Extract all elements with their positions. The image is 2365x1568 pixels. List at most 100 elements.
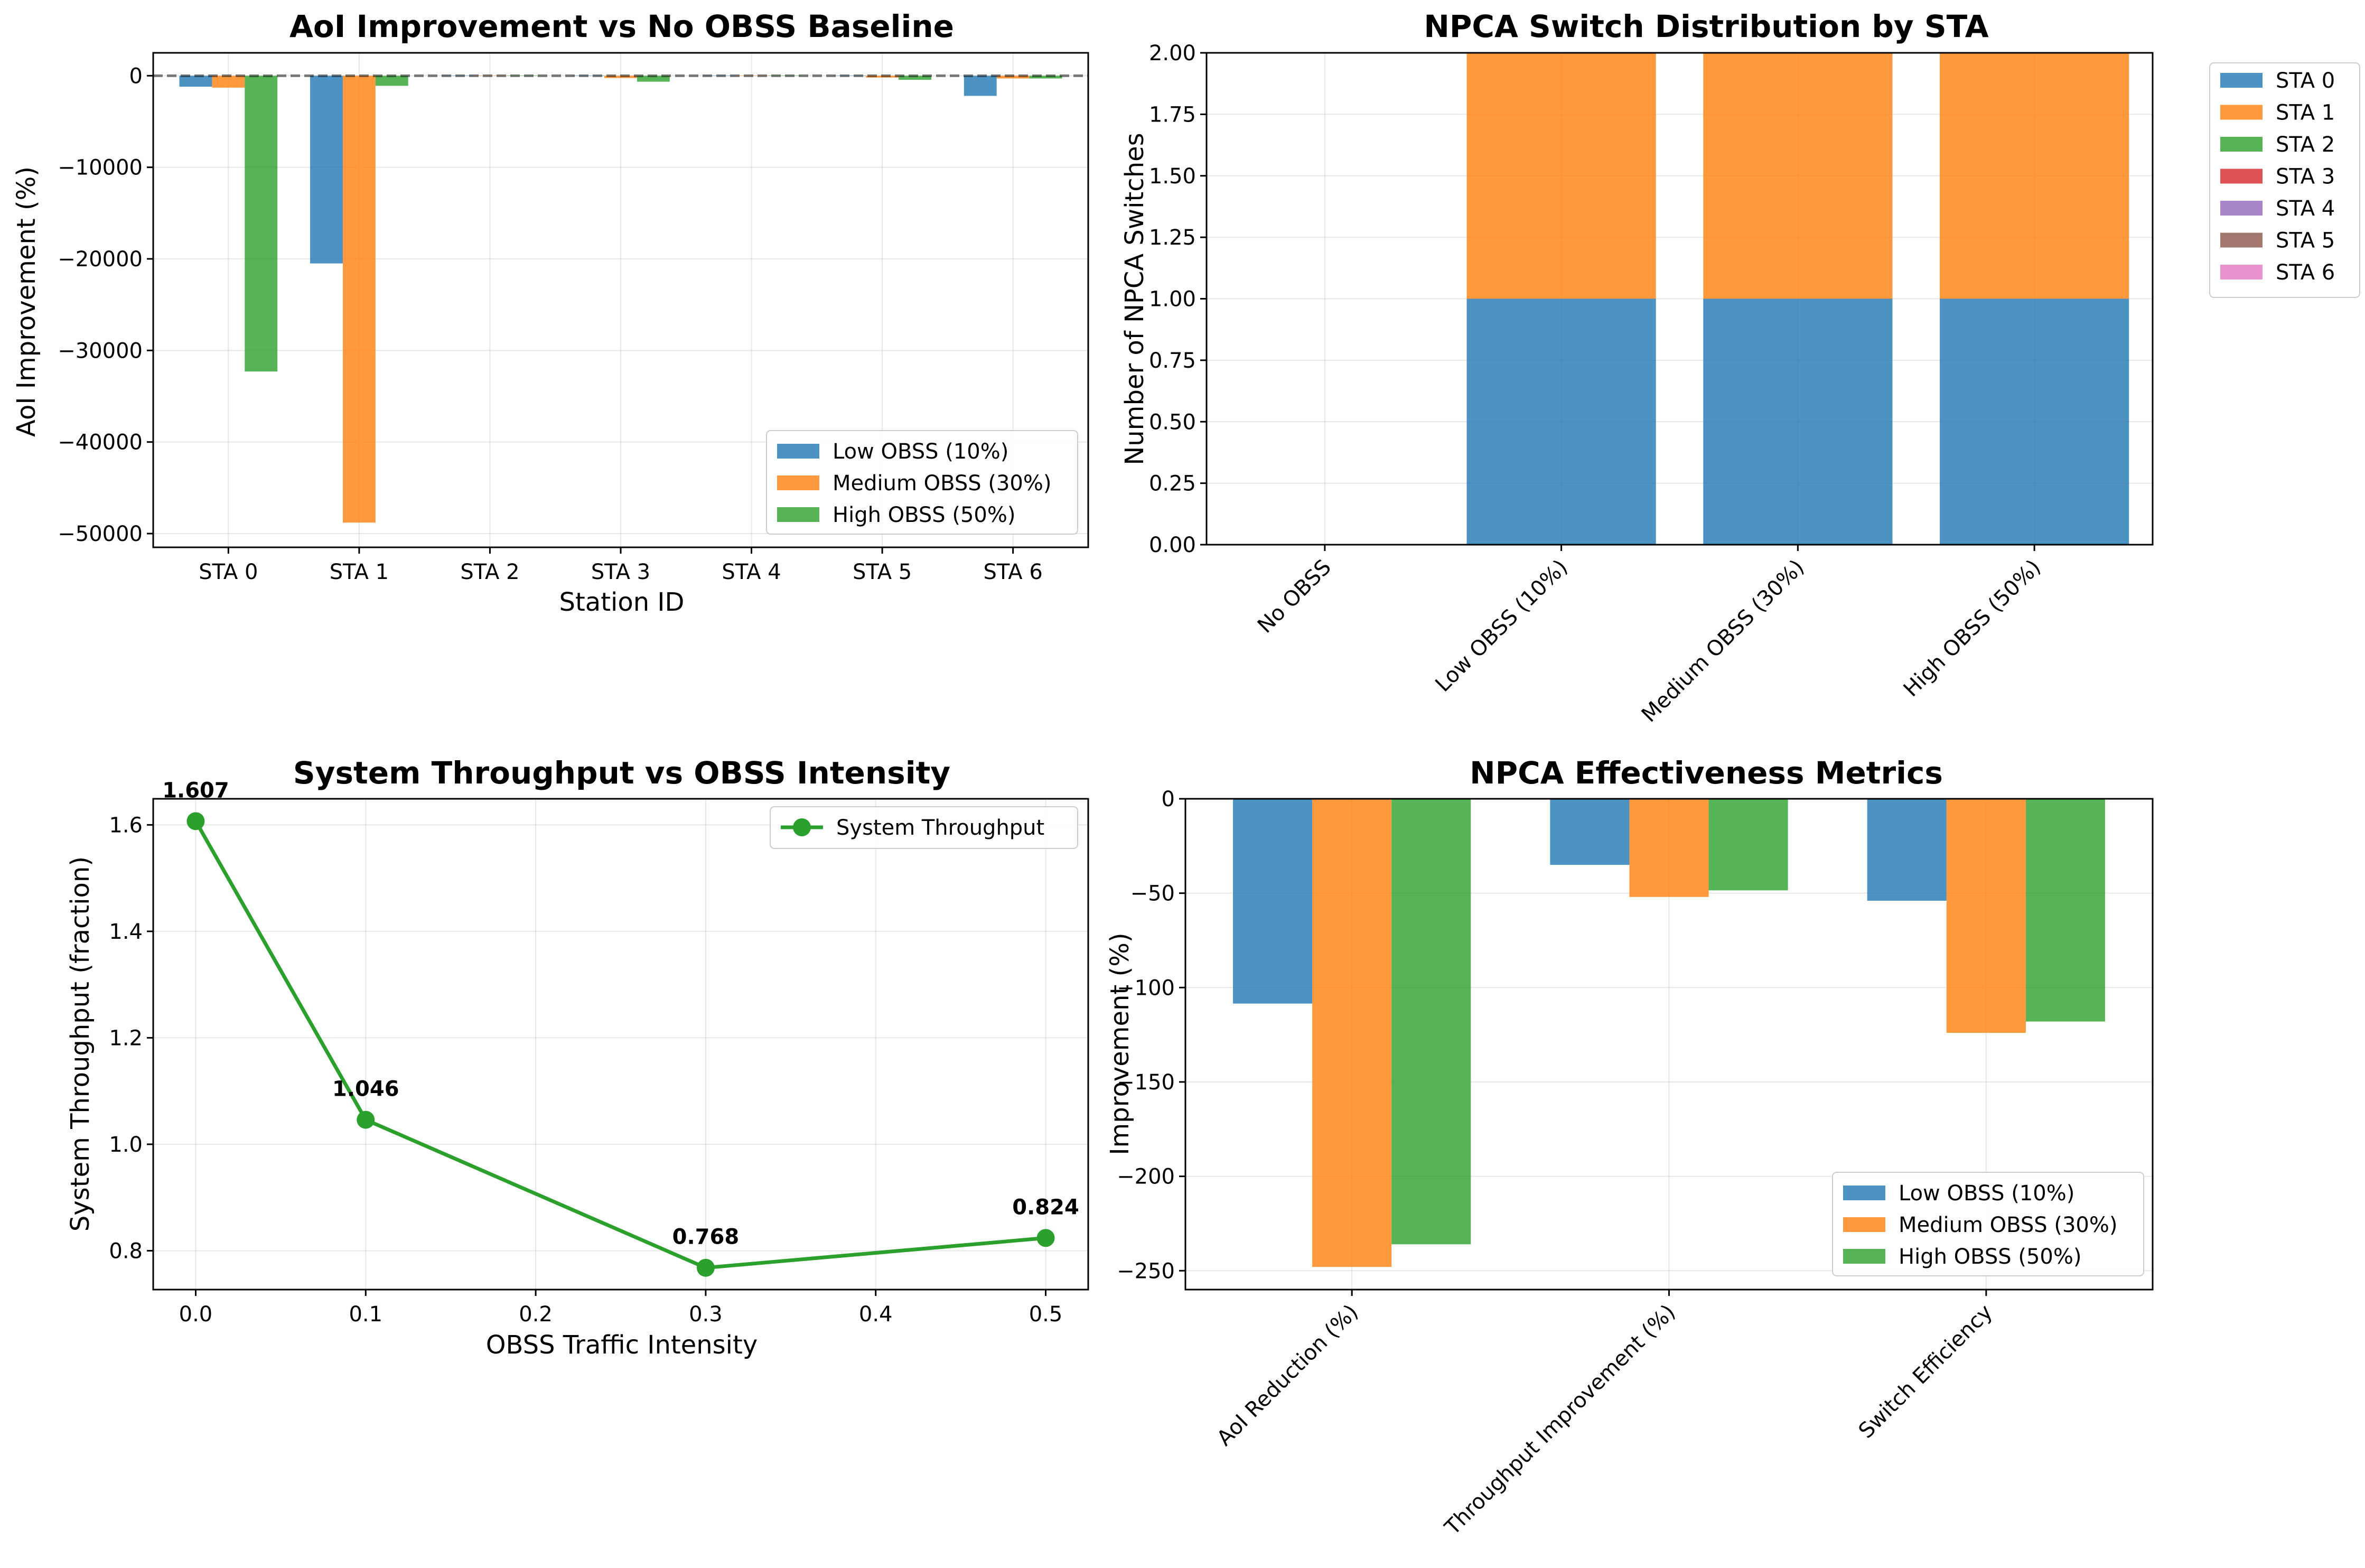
data-label: 0.768 [672, 1225, 740, 1249]
x-tick-label: STA 6 [984, 560, 1043, 584]
axes-frame [1205, 52, 2154, 546]
bar [2025, 799, 2105, 1022]
y-tick-label: 1.0 [109, 1133, 143, 1157]
y-tick-label: 0.00 [1149, 533, 1196, 557]
bar [212, 76, 245, 88]
legend-box [766, 430, 1078, 535]
series-line [194, 820, 1046, 1270]
legend-marker-swatch [793, 818, 811, 836]
legend-swatch [2220, 73, 2263, 88]
legend-label: STA 4 [2276, 197, 2335, 221]
y-tick-label: −30000 [58, 339, 143, 363]
x-tick-label: 0.3 [689, 1302, 723, 1327]
y-axis-label: System Throughput (fraction) [66, 856, 95, 1231]
bar-segment [1940, 53, 2129, 299]
chart-title: NPCA Effectiveness Metrics [1470, 755, 1943, 791]
x-tick-label: STA 5 [853, 560, 912, 584]
y-tick-label: −150 [1117, 1070, 1175, 1095]
legend-label: Low OBSS (10%) [1899, 1181, 2074, 1206]
y-tick-label: 0.25 [1149, 472, 1196, 496]
legend-box [1832, 1172, 2144, 1276]
legend-label: STA 6 [2276, 260, 2335, 285]
bar [1708, 799, 1788, 891]
legend-swatch [777, 475, 819, 490]
bar [179, 76, 212, 87]
legend-label: STA 1 [2276, 101, 2335, 125]
bar-segment [1703, 53, 1893, 299]
legend-swatch [2220, 105, 2263, 120]
y-tick-label: 0 [129, 64, 143, 88]
legend-swatch [2220, 201, 2263, 216]
x-tick-label: 0.1 [349, 1302, 382, 1327]
legend-swatch [1843, 1217, 1885, 1232]
y-tick-label: −100 [1117, 976, 1175, 1000]
y-axis-label: AoI Improvement (%) [12, 166, 41, 437]
y-tick-label: 1.4 [109, 920, 143, 944]
y-tick-label: 0 [1162, 787, 1175, 811]
legend-box [770, 806, 1078, 849]
bar [245, 76, 278, 372]
y-tick-label: 0.8 [109, 1239, 143, 1263]
y-axis-label: Number of NPCA Switches [1120, 133, 1149, 465]
x-tick-label: 0.0 [179, 1302, 213, 1327]
legend-swatch [1843, 1186, 1885, 1200]
legend-swatch [2220, 137, 2263, 152]
y-tick-label: −50000 [58, 522, 143, 546]
panel-system-throughput: System Throughput vs OBSS Intensity OBSS… [66, 755, 1089, 1360]
bar [1629, 799, 1709, 897]
data-point [1036, 1229, 1055, 1247]
chart-title: NPCA Switch Distribution by STA [1424, 8, 1988, 44]
x-axis-label: OBSS Traffic Intensity [486, 1330, 758, 1360]
legend-label: System Throughput [836, 816, 1044, 840]
y-axis-label: Improvement (%) [1105, 932, 1135, 1155]
legend-label: High OBSS (50%) [1899, 1245, 2081, 1269]
x-tick-label: Throughput Improvement (%) [1440, 1300, 1680, 1541]
axes-frame [1184, 798, 2154, 1291]
axes-frame [152, 798, 1089, 1291]
bar [1233, 799, 1313, 1004]
x-tick-label: 0.2 [519, 1302, 553, 1327]
data-label: 0.824 [1012, 1195, 1079, 1219]
x-tick-label: STA 4 [722, 560, 781, 584]
bar [310, 76, 343, 264]
bar [342, 76, 376, 523]
y-tick-label: −10000 [58, 156, 143, 180]
y-tick-label: 1.2 [109, 1026, 143, 1050]
bar [1312, 799, 1392, 1267]
panel-npca-effectiveness: NPCA Effectiveness Metrics Improvement (… [1105, 755, 2154, 1541]
x-tick-label: AoI Reduction (%) [1212, 1300, 1363, 1451]
y-tick-label: −200 [1117, 1165, 1175, 1189]
bar [1029, 76, 1062, 79]
legend-label: STA 0 [2276, 69, 2335, 93]
y-tick-label: −40000 [58, 431, 143, 455]
bar [899, 76, 931, 80]
bar [637, 76, 670, 82]
bar-segment [1703, 298, 1893, 545]
y-tick-label: 1.50 [1149, 164, 1196, 189]
x-tick-label: 0.4 [859, 1302, 893, 1327]
plot-area: 0 −10000 −20000 −30000 −40000 −50000 STA 0 STA … [58, 52, 1089, 584]
x-tick-label: Medium OBSS (30%) [1637, 555, 1809, 727]
x-tick-label: STA 2 [460, 560, 519, 584]
bar [375, 76, 408, 86]
legend-swatch [2220, 232, 2263, 248]
x-tick-label: Switch Efficiency [1854, 1300, 1997, 1443]
chart-title: System Throughput vs OBSS Intensity [293, 755, 950, 791]
legend-label: Medium OBSS (30%) [1899, 1213, 2118, 1237]
legend-label: STA 2 [2276, 133, 2335, 157]
data-point [357, 1110, 375, 1129]
legend-swatch [2220, 265, 2263, 279]
y-tick-label: 1.6 [109, 813, 143, 837]
x-tick-label: STA 0 [199, 560, 258, 584]
legend-label: STA 5 [2276, 229, 2335, 253]
plot-area: 0 −50 −100 −150 −200 −250 AoI Reduction (%) Thr… [1117, 787, 2154, 1541]
y-tick-label: 2.00 [1149, 41, 1196, 66]
bar [1946, 799, 2026, 1033]
panel-npca-switch-distribution: NPCA Switch Distribution by STA Number o… [1120, 8, 2360, 727]
data-label: 1.046 [332, 1077, 399, 1102]
y-tick-label: −50 [1130, 882, 1175, 906]
x-tick-label: Low OBSS (10%) [1431, 555, 1572, 697]
plot-area: 0.00 0.25 0.50 0.75 1.00 1.25 1.50 1.75 2.00 No O… [1149, 41, 2360, 727]
bar-segment [1466, 298, 1656, 545]
